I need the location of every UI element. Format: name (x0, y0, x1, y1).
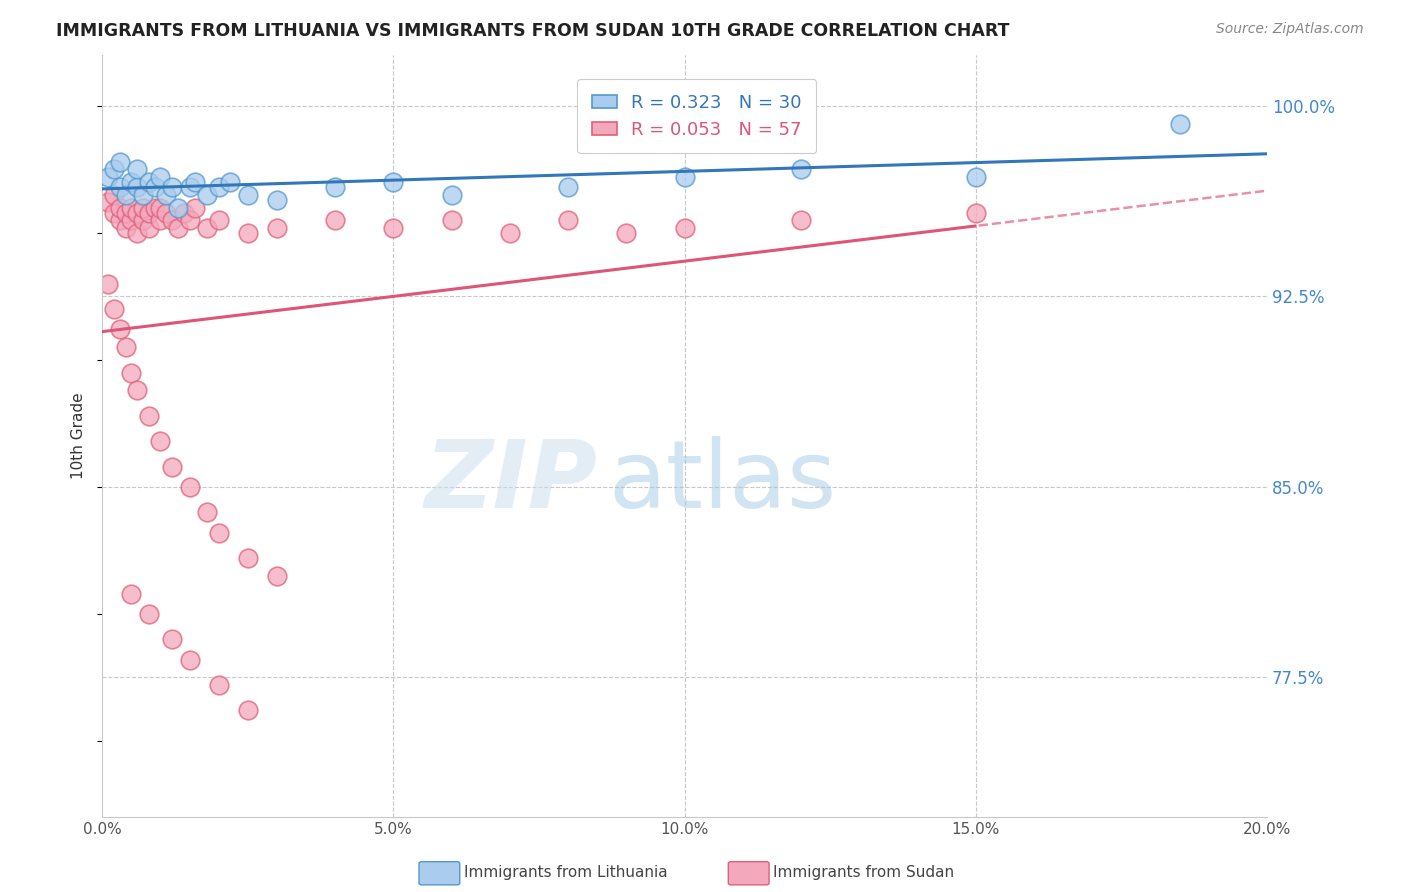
Point (673, 220, 696, 235)
Point (323, 213, 346, 227)
Point (382, 175, 405, 189)
Point (103, 187, 125, 202)
Point (965, 205, 987, 219)
Point (179, 213, 201, 227)
Point (382, 220, 405, 235)
Point (208, 180, 231, 194)
Point (138, 205, 160, 219)
Point (557, 180, 579, 194)
Point (149, 169, 172, 184)
Point (103, 302, 125, 317)
Point (557, 213, 579, 227)
Text: ZIP: ZIP (425, 436, 598, 528)
Point (143, 201, 166, 215)
Point (195, 220, 218, 235)
Point (114, 187, 136, 202)
Point (614, 226, 637, 240)
Point (184, 201, 207, 215)
Point (790, 213, 813, 227)
Text: IMMIGRANTS FROM LITHUANIA VS IMMIGRANTS FROM SUDAN 10TH GRADE CORRELATION CHART: IMMIGRANTS FROM LITHUANIA VS IMMIGRANTS … (56, 22, 1010, 40)
Point (323, 180, 346, 194)
Point (266, 193, 288, 207)
Point (160, 180, 183, 194)
Point (440, 213, 463, 227)
Point (195, 187, 218, 202)
Point (127, 180, 149, 194)
Point (1168, 117, 1191, 131)
Point (149, 201, 172, 215)
Point (114, 205, 136, 219)
Point (132, 187, 155, 202)
Point (155, 205, 177, 219)
Point (155, 187, 177, 202)
Point (160, 213, 183, 227)
Point (179, 480, 201, 494)
Point (138, 409, 160, 423)
Point (120, 201, 142, 215)
Point (127, 226, 149, 240)
Point (97, 277, 120, 291)
Point (236, 551, 259, 566)
Point (208, 678, 231, 692)
Point (138, 607, 160, 621)
Text: atlas: atlas (609, 436, 837, 528)
Point (208, 525, 231, 540)
Point (108, 180, 131, 194)
Point (173, 205, 195, 219)
Point (208, 213, 231, 227)
Point (160, 632, 183, 647)
Point (499, 226, 522, 240)
Point (790, 162, 813, 177)
Point (97, 195, 120, 210)
Point (108, 213, 131, 227)
Text: Immigrants from Sudan: Immigrants from Sudan (773, 865, 955, 880)
Point (114, 340, 136, 354)
Point (440, 187, 463, 202)
Point (143, 180, 166, 194)
Point (132, 213, 155, 227)
Point (97, 169, 120, 184)
Point (179, 652, 201, 666)
Point (149, 213, 172, 227)
Point (167, 201, 190, 215)
Point (167, 220, 190, 235)
Point (236, 226, 259, 240)
Point (120, 213, 142, 227)
Point (132, 201, 155, 215)
Point (236, 187, 259, 202)
Point (127, 205, 149, 219)
Point (179, 180, 201, 194)
Text: Immigrants from Lithuania: Immigrants from Lithuania (464, 865, 668, 880)
Point (108, 322, 131, 336)
Point (149, 434, 172, 449)
Point (138, 220, 160, 235)
Point (266, 568, 288, 582)
Point (103, 162, 125, 177)
Point (120, 175, 142, 189)
Point (184, 175, 207, 189)
Point (673, 169, 696, 184)
Point (138, 175, 160, 189)
Point (108, 154, 131, 169)
Point (127, 384, 149, 398)
Legend: R = 0.323   N = 30, R = 0.053   N = 57: R = 0.323 N = 30, R = 0.053 N = 57 (576, 79, 817, 153)
Point (195, 505, 218, 519)
Point (127, 162, 149, 177)
Y-axis label: 10th Grade: 10th Grade (72, 392, 86, 479)
Point (219, 175, 242, 189)
Point (108, 201, 131, 215)
Point (236, 703, 259, 717)
Point (120, 366, 142, 380)
Point (103, 205, 125, 219)
Point (266, 220, 288, 235)
Point (160, 459, 183, 474)
Point (965, 169, 987, 184)
Text: Source: ZipAtlas.com: Source: ZipAtlas.com (1216, 22, 1364, 37)
Point (120, 586, 142, 600)
Point (114, 220, 136, 235)
